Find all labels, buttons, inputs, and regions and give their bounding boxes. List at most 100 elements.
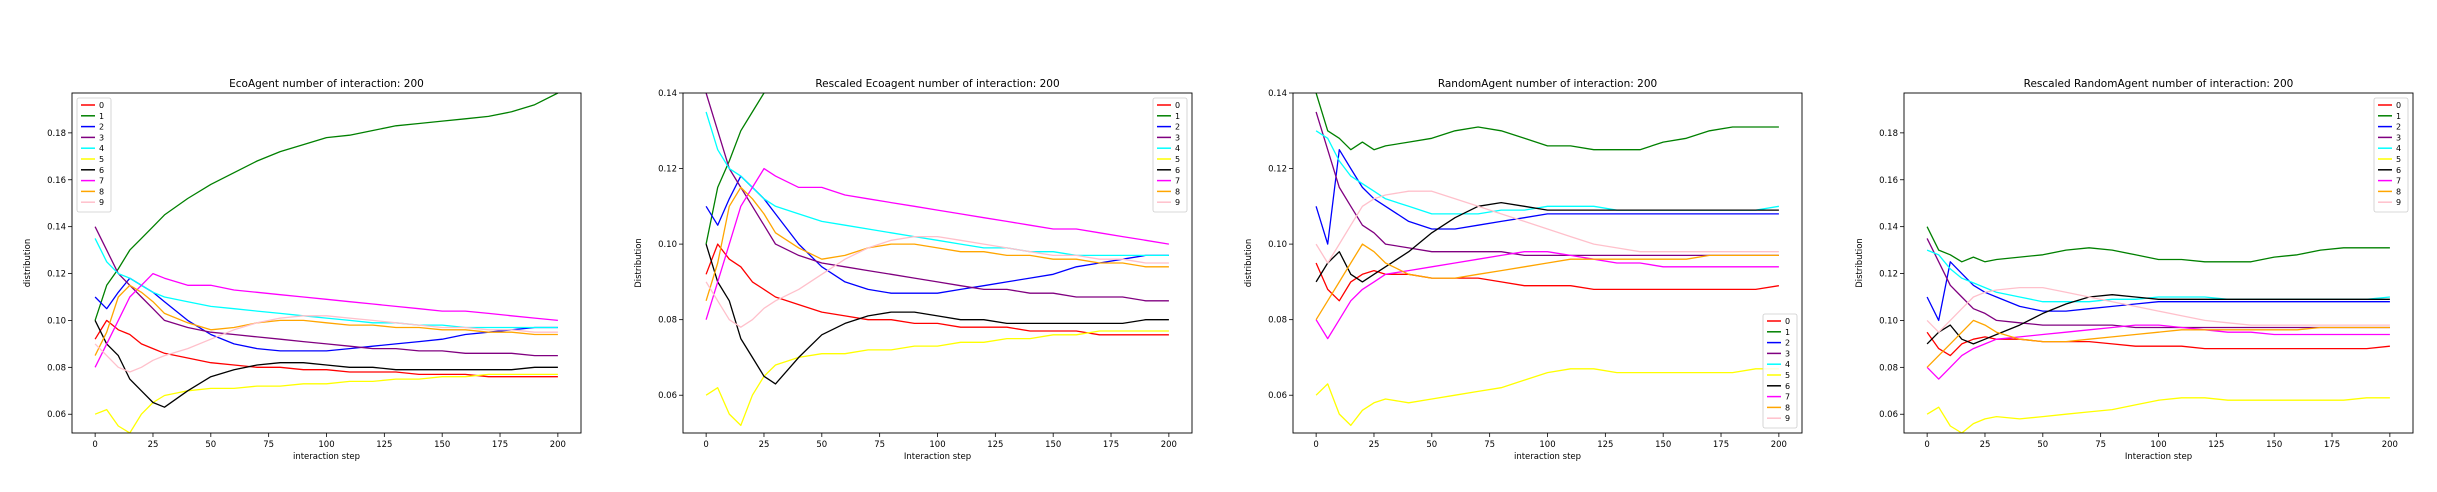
legend-label-4: 4 [2396,144,2401,153]
legend-label-2: 2 [1175,123,1180,132]
x-tick-label: 100 [1539,440,1555,450]
legend-label-9: 9 [1175,198,1180,207]
chart-title: EcoAgent number of interaction: 200 [229,78,424,90]
y-tick-label: 0.08 [658,316,677,326]
x-tick-label: 125 [376,440,392,450]
x-axis-label: Interaction step [904,452,971,462]
series-line-5 [94,373,558,433]
x-tick-label: 75 [1484,440,1495,450]
x-tick-label: 100 [2150,440,2166,450]
y-tick-label: 0.12 [1879,270,1898,280]
series-line-6 [1926,294,2390,345]
legend-label-7: 7 [1175,177,1180,186]
x-axis-label: interaction step [293,452,360,462]
series-line-3 [1315,111,1779,257]
legend-label-3: 3 [1175,133,1180,142]
legend-label-0: 0 [99,101,104,110]
series-line-0 [1926,331,2390,357]
series-line-2 [1926,261,2390,322]
legend-label-8: 8 [2396,187,2401,196]
x-tick-label: 150 [2266,440,2282,450]
chart-panel: RandomAgent number of interaction: 200 0 2… [1244,78,1803,462]
series-line-1 [94,93,559,321]
legend-label-2: 2 [2396,123,2401,132]
series-line-9 [94,315,558,373]
y-tick-label: 0.06 [47,410,66,420]
legend-label-2: 2 [1785,339,1790,348]
y-tick-label: 0.08 [47,363,66,373]
legend-label-5: 5 [1785,371,1790,380]
x-tick-label: 25 [148,440,159,450]
series-line-8 [705,186,1169,301]
chart-title: RandomAgent number of interaction: 200 [1438,78,1657,90]
x-tick-label: 200 [550,440,566,450]
x-tick-label: 150 [1045,440,1061,450]
y-tick-label: 0.12 [47,270,66,280]
y-tick-label: 0.18 [47,129,66,139]
series-line-4 [1926,249,2390,303]
legend-label-0: 0 [1785,317,1790,326]
series-line-1 [1926,226,2390,263]
series-group [705,93,1170,427]
series-line-8 [1926,319,2390,368]
y-tick-label: 0.10 [658,240,677,250]
y-tick-label: 0.14 [658,89,677,99]
legend-label-1: 1 [2396,112,2401,121]
legend-label-8: 8 [99,187,104,196]
x-axis-label: Interaction step [2125,452,2192,462]
legend-label-3: 3 [1785,349,1790,358]
legend-label-3: 3 [99,133,104,142]
legend-label-9: 9 [2396,198,2401,207]
x-tick-label: 100 [929,440,945,450]
legend-label-0: 0 [1175,101,1180,110]
legend-label-5: 5 [2396,155,2401,164]
y-tick-label: 0.16 [1879,176,1898,186]
y-tick-label: 0.08 [1879,363,1898,373]
x-tick-label: 25 [759,440,770,450]
legend-label-5: 5 [99,155,104,164]
y-axis-label: Distribution [634,238,644,288]
legend-label-6: 6 [1785,382,1790,391]
x-tick-label: 150 [1655,440,1671,450]
series-group [1315,93,1780,427]
legend-label-1: 1 [1175,112,1180,121]
legend-label-5: 5 [1175,155,1180,164]
x-tick-label: 75 [263,440,274,450]
legend-label-1: 1 [99,112,104,121]
y-tick-label: 0.14 [1268,89,1287,99]
y-axis-label: distribution [23,239,33,287]
series-line-7 [94,272,558,368]
chart-title: Rescaled Ecoagent number of interaction:… [815,78,1059,90]
x-tick-label: 200 [2382,440,2398,450]
y-tick-label: 0.16 [47,176,66,186]
y-tick-label: 0.08 [1268,316,1287,326]
series-line-7 [705,167,1170,320]
x-tick-label: 25 [1369,440,1380,450]
series-line-6 [705,243,1169,385]
x-tick-label: 0 [703,440,708,450]
series-line-0 [94,319,558,378]
x-tick-label: 100 [318,440,334,450]
x-tick-label: 200 [1771,440,1787,450]
series-line-2 [705,175,1169,294]
series-line-9 [705,235,1169,328]
series-line-5 [1315,368,1779,427]
y-tick-label: 0.10 [47,316,66,326]
x-tick-label: 150 [434,440,450,450]
legend-label-8: 8 [1785,403,1790,412]
legend-label-1: 1 [1785,328,1790,337]
y-axis-label: Distribution [1855,238,1865,288]
series-line-3 [94,226,558,357]
x-tick-label: 50 [816,440,827,450]
legend-label-0: 0 [2396,101,2401,110]
chart-title: Rescaled RandomAgent number of interacti… [2024,78,2294,90]
series-line-8 [94,284,558,356]
series-line-4 [705,111,1169,257]
series-line-4 [1315,130,1780,215]
plot-frame [71,92,582,434]
legend-label-7: 7 [1785,393,1790,402]
chart-panel: Rescaled Ecoagent number of interaction:… [634,78,1193,462]
